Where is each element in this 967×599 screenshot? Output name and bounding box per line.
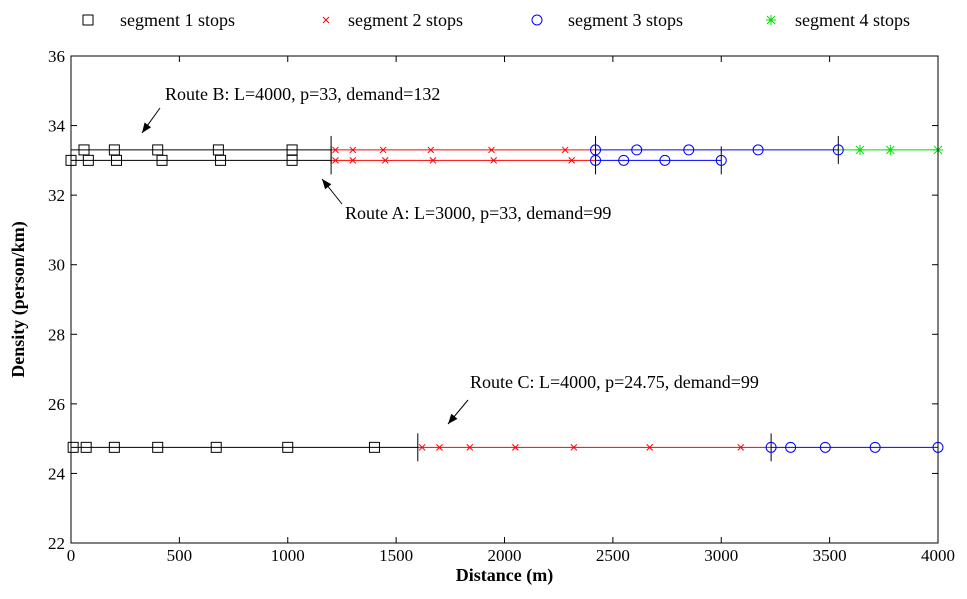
- stop-marker: [82, 154, 94, 166]
- annotation-arrow-head: [142, 122, 152, 133]
- annotation-arrow-head: [322, 179, 332, 190]
- legend-marker: [82, 14, 94, 26]
- legend: segment 1 stops segment 2 stops segment 3 …: [82, 10, 910, 30]
- x-tick-label: 4000: [921, 546, 955, 565]
- legend-marker: [766, 15, 776, 25]
- stop-marker: [737, 443, 745, 451]
- route-annotations: Route B: L=4000, p=33, demand=132 Route A…: [141, 84, 759, 425]
- stop-marker: [349, 146, 357, 154]
- stop-marker: [659, 154, 671, 166]
- stop-marker: [152, 441, 164, 453]
- y-tick-label: 34: [48, 117, 66, 136]
- stop-marker: [368, 441, 380, 453]
- stop-marker: [570, 443, 578, 451]
- y-tick-label: 32: [48, 186, 65, 205]
- stop-marker: [752, 144, 764, 156]
- stop-marker: [418, 443, 426, 451]
- stop-marker: [111, 154, 123, 166]
- x-tick-label: 2500: [596, 546, 630, 565]
- stop-marker: [108, 441, 120, 453]
- stop-marker: [210, 441, 222, 453]
- x-tick-label: 0: [67, 546, 76, 565]
- stop-markers: [65, 144, 944, 453]
- y-tick-label: 24: [48, 464, 66, 483]
- route-annotation-label: Route B: L=4000, p=33, demand=132: [165, 84, 440, 104]
- stop-marker: [286, 154, 298, 166]
- y-tick-label: 26: [48, 395, 65, 414]
- stop-marker: [819, 441, 831, 453]
- stop-marker: [67, 441, 79, 453]
- plot-frame: [70, 55, 939, 544]
- stop-marker: [785, 441, 797, 453]
- stop-marker: [568, 157, 576, 164]
- stop-marker: [282, 441, 294, 453]
- stop-marker: [80, 441, 92, 453]
- axis-ticks: 0 500 1000 1500 2000 2500 3000 3500 4000 22 24 26 28…: [48, 47, 955, 565]
- x-tick-label: 500: [167, 546, 193, 565]
- stop-marker: [332, 146, 339, 154]
- legend-marker: [531, 14, 543, 26]
- stop-marker: [832, 144, 844, 156]
- y-axis-label: Density (person/km): [8, 221, 29, 378]
- stop-marker: [646, 443, 654, 451]
- stop-marker: [381, 157, 389, 164]
- stop-marker: [561, 146, 569, 154]
- route-annotation-label: Route A: L=3000, p=33, demand=99: [345, 203, 611, 223]
- x-tick-label: 3500: [813, 546, 847, 565]
- annotation-arrow-head: [448, 413, 458, 424]
- stop-marker: [631, 144, 643, 156]
- stop-marker: [436, 443, 443, 451]
- stop-marker: [885, 144, 896, 155]
- stop-marker: [511, 443, 519, 451]
- x-axis-label: Distance (m): [456, 565, 553, 586]
- stop-marker: [590, 154, 602, 166]
- stop-marker: [765, 441, 777, 453]
- stop-marker: [427, 146, 435, 154]
- legend-label: segment 3 stops: [568, 10, 683, 30]
- y-tick-label: 28: [48, 325, 65, 344]
- stop-marker: [349, 157, 357, 164]
- legend-label: segment 4 stops: [795, 10, 910, 30]
- stop-marker: [683, 144, 695, 156]
- y-tick-label: 36: [48, 47, 65, 66]
- route-lines: [71, 135, 938, 462]
- stop-marker: [156, 154, 168, 166]
- y-tick-label: 30: [48, 256, 65, 275]
- stop-marker: [488, 146, 495, 154]
- stop-marker: [854, 144, 865, 155]
- legend-marker: [322, 16, 330, 24]
- x-tick-label: 3000: [704, 546, 738, 565]
- stop-marker: [429, 157, 437, 164]
- stop-marker: [618, 154, 630, 166]
- y-tick-label: 22: [48, 534, 65, 553]
- x-tick-label: 1500: [379, 546, 413, 565]
- stop-marker: [715, 154, 727, 166]
- x-tick-label: 2000: [488, 546, 522, 565]
- stop-marker: [490, 157, 498, 164]
- x-tick-label: 1000: [271, 546, 305, 565]
- stop-marker: [466, 443, 474, 451]
- stop-marker: [215, 154, 227, 166]
- legend-label: segment 1 stops: [120, 10, 235, 30]
- route-annotation-label: Route C: L=4000, p=24.75, demand=99: [470, 372, 759, 392]
- legend-label: segment 2 stops: [348, 10, 463, 30]
- stop-marker: [332, 157, 339, 164]
- stop-marker: [379, 146, 387, 154]
- stop-marker: [869, 441, 881, 453]
